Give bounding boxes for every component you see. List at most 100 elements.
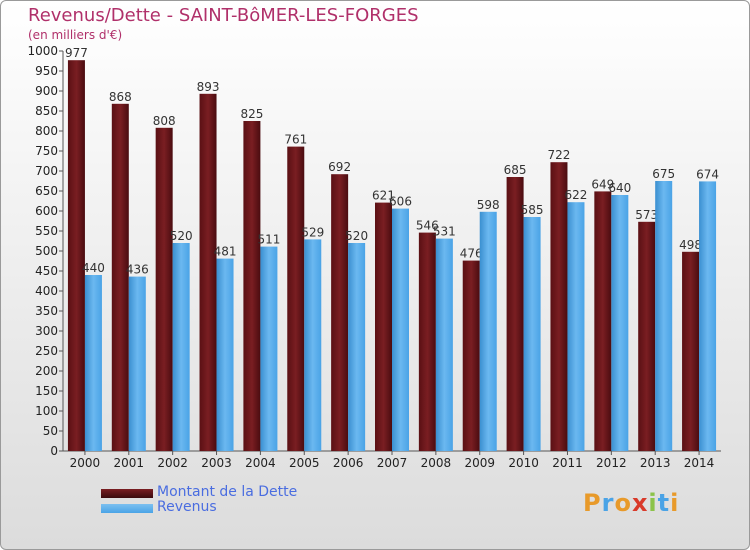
bar-revenus xyxy=(523,217,541,451)
x-tick-label: 2004 xyxy=(245,456,276,470)
data-label-revenus: 481 xyxy=(214,245,237,259)
bar-dette xyxy=(375,202,392,451)
x-tick-label: 2001 xyxy=(114,456,145,470)
data-label-revenus: 440 xyxy=(82,261,105,275)
y-tick-label: 950 xyxy=(35,64,58,78)
y-tick-label: 250 xyxy=(35,344,58,358)
legend-label-revenus: Revenus xyxy=(157,499,217,515)
legend-label-dette: Montant de la Dette xyxy=(157,484,298,500)
y-tick-label: 850 xyxy=(35,104,58,118)
data-label-revenus: 675 xyxy=(652,167,675,181)
y-tick-label: 50 xyxy=(43,424,58,438)
y-tick-label: 0 xyxy=(50,444,58,458)
bar-dette xyxy=(331,174,349,451)
y-tick-label: 1000 xyxy=(27,44,58,58)
bar-revenus xyxy=(392,208,409,451)
data-label-revenus: 585 xyxy=(521,203,544,217)
legend-swatch-dette xyxy=(101,489,153,498)
data-label-dette: 692 xyxy=(328,160,351,174)
bar-dette xyxy=(682,251,700,451)
x-tick-label: 2007 xyxy=(377,456,408,470)
y-tick-label: 100 xyxy=(35,404,58,418)
proxiti-logo: Proxiti xyxy=(583,489,680,517)
data-label-revenus: 598 xyxy=(477,198,500,212)
data-label-dette: 722 xyxy=(548,148,571,162)
bar-revenus xyxy=(655,181,673,451)
data-label-dette: 868 xyxy=(109,90,132,104)
y-tick-label: 450 xyxy=(35,264,58,278)
y-tick-label: 200 xyxy=(35,364,58,378)
x-tick-label: 2011 xyxy=(552,456,583,470)
y-tick-label: 900 xyxy=(35,84,58,98)
bar-revenus xyxy=(260,246,278,451)
bar-revenus xyxy=(172,243,190,451)
y-tick-label: 400 xyxy=(35,284,58,298)
data-label-revenus: 531 xyxy=(433,225,456,239)
bar-dette xyxy=(67,60,85,451)
bar-dette xyxy=(418,232,436,451)
x-tick-label: 2006 xyxy=(333,456,364,470)
x-tick-label: 2002 xyxy=(157,456,188,470)
bar-revenus xyxy=(348,243,366,451)
data-label-revenus: 520 xyxy=(345,229,368,243)
data-label-revenus: 520 xyxy=(170,229,193,243)
bar-revenus xyxy=(611,195,629,451)
y-tick-label: 700 xyxy=(35,164,58,178)
data-label-revenus: 529 xyxy=(301,225,324,239)
x-tick-label: 2003 xyxy=(201,456,232,470)
x-tick-label: 2009 xyxy=(464,456,495,470)
y-tick-label: 550 xyxy=(35,224,58,238)
data-label-revenus: 622 xyxy=(565,188,588,202)
data-label-dette: 761 xyxy=(284,133,307,147)
y-tick-label: 150 xyxy=(35,384,58,398)
bar-dette xyxy=(594,191,612,451)
data-label-dette: 546 xyxy=(416,219,439,233)
data-label-dette: 649 xyxy=(591,177,614,191)
bar-dette xyxy=(111,103,129,452)
y-tick-label: 500 xyxy=(35,244,58,258)
data-label-dette: 977 xyxy=(65,46,88,60)
chart-subtitle: (en milliers d'€) xyxy=(28,28,123,42)
y-tick-label: 600 xyxy=(35,204,58,218)
bar-revenus xyxy=(435,238,453,451)
bar-dette xyxy=(243,121,261,451)
data-label-dette: 573 xyxy=(635,208,658,222)
x-tick-label: 2005 xyxy=(289,456,320,470)
data-label-revenus: 606 xyxy=(389,195,412,209)
data-label-revenus: 436 xyxy=(126,263,149,277)
data-label-dette: 808 xyxy=(153,114,176,128)
bar-dette xyxy=(462,260,480,451)
data-label-dette: 893 xyxy=(197,80,220,94)
data-label-dette: 825 xyxy=(240,107,263,121)
bar-revenus xyxy=(567,202,585,451)
bar-dette xyxy=(550,162,568,451)
data-label-revenus: 640 xyxy=(608,181,631,195)
x-tick-label: 2014 xyxy=(684,456,715,470)
chart-title: Revenus/Dette - SAINT-BôMER-LES-FORGES xyxy=(28,5,419,26)
data-label-dette: 685 xyxy=(504,163,527,177)
data-label-revenus: 511 xyxy=(257,233,280,247)
data-label-dette: 621 xyxy=(372,189,395,203)
bar-revenus xyxy=(479,211,497,451)
x-tick-label: 2010 xyxy=(508,456,539,470)
data-label-dette: 498 xyxy=(679,238,702,252)
bar-dette xyxy=(155,127,173,452)
bar-dette xyxy=(506,177,524,451)
bar-dette xyxy=(199,93,217,452)
y-tick-label: 750 xyxy=(35,144,58,158)
bar-dette xyxy=(638,221,656,451)
bar-revenus xyxy=(128,276,146,451)
data-label-dette: 476 xyxy=(460,247,483,261)
bar-dette xyxy=(287,146,305,451)
x-tick-label: 2013 xyxy=(640,456,671,470)
y-tick-label: 800 xyxy=(35,124,58,138)
legend-swatch-revenus xyxy=(101,504,153,513)
x-tick-label: 2000 xyxy=(70,456,101,470)
x-tick-label: 2012 xyxy=(596,456,627,470)
data-label-revenus: 674 xyxy=(696,167,719,181)
y-tick-label: 300 xyxy=(35,324,58,338)
y-tick-label: 350 xyxy=(35,304,58,318)
x-tick-label: 2008 xyxy=(421,456,452,470)
